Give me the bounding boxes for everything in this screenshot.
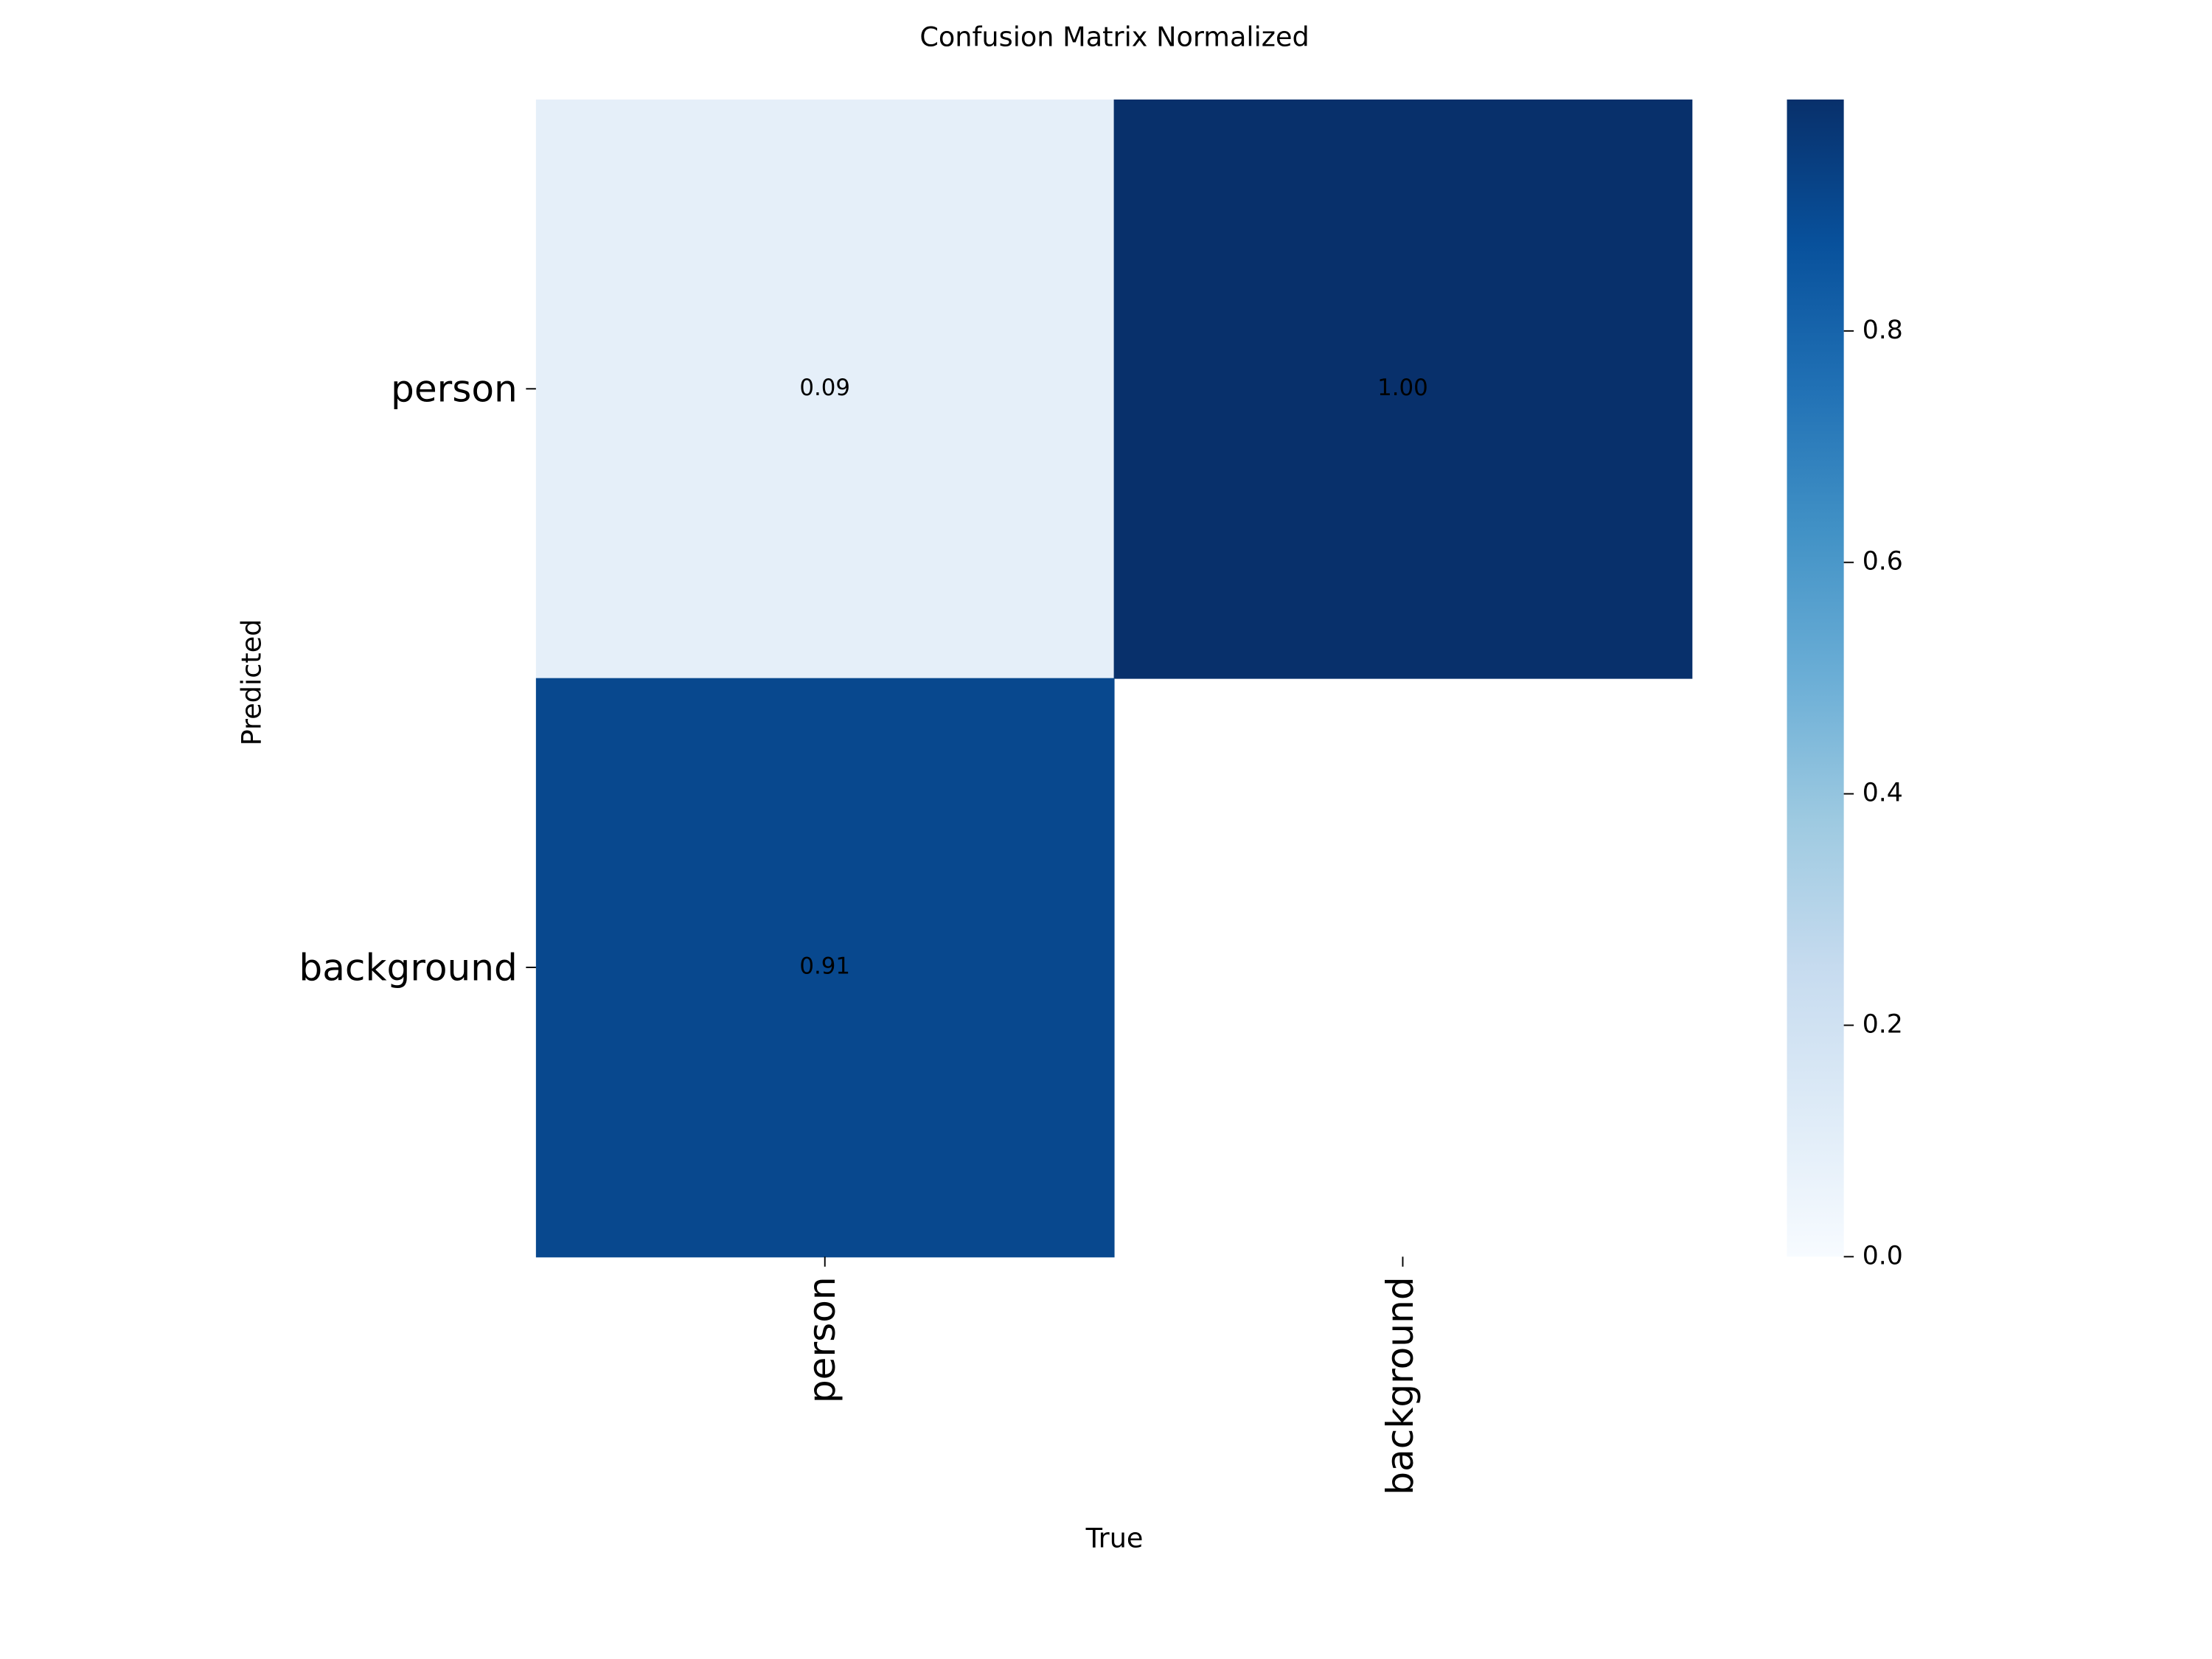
heatmap-cell xyxy=(535,99,1115,679)
heatmap-cell xyxy=(535,678,1115,1258)
colorbar-tick-label: 0.8 xyxy=(1863,316,1903,345)
heatmap-cell xyxy=(1113,99,1693,679)
x-tick-label: background xyxy=(1378,1276,1422,1495)
x-axis-label: True xyxy=(1085,1523,1144,1554)
y-tick-label: person xyxy=(391,367,518,411)
x-tick-label: person xyxy=(800,1276,844,1403)
cell-label: 0.09 xyxy=(799,375,850,401)
colorbar-tick-label: 0.0 xyxy=(1863,1241,1903,1270)
colorbar-tick-label: 0.2 xyxy=(1863,1009,1903,1039)
y-axis-label: Predicted xyxy=(236,619,268,745)
y-tick-label: background xyxy=(299,945,517,989)
colorbar-tick-label: 0.6 xyxy=(1863,547,1903,577)
cell-label: 0.91 xyxy=(799,953,850,980)
cell-label: 1.00 xyxy=(1377,375,1428,401)
colorbar xyxy=(1787,99,1844,1257)
colorbar-tick-label: 0.4 xyxy=(1863,779,1903,808)
chart-title: Confusion Matrix Normalized xyxy=(919,21,1309,53)
